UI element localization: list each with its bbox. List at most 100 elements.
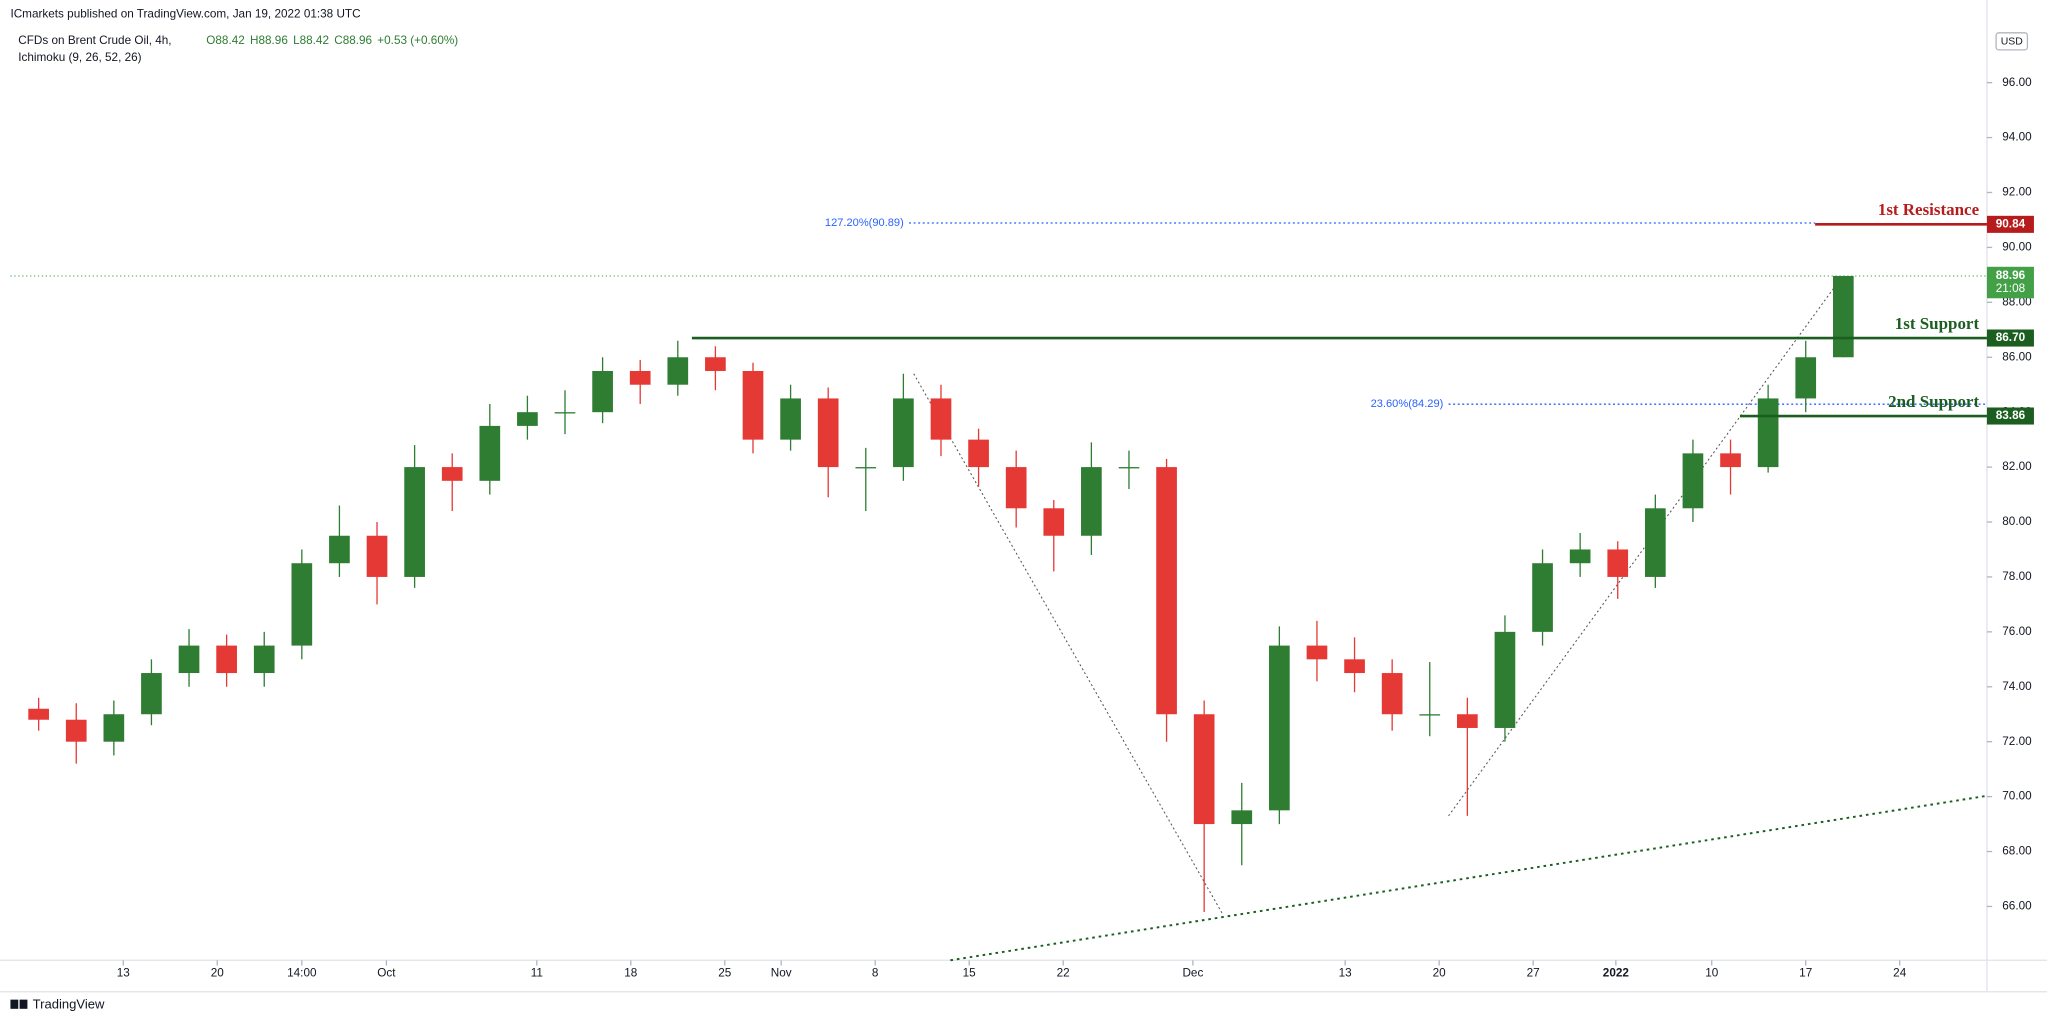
candle-body [1156,467,1177,715]
x-tick-label: 13 [1339,966,1353,979]
candle-body [1344,659,1365,674]
candle-body [855,467,877,469]
y-tick-label: 74.00 [2002,680,2032,693]
y-tick-label: 90.00 [2002,241,2032,254]
candle-body [366,535,388,577]
candle-body [1193,714,1215,825]
price-label: 88.96 [1996,269,2026,282]
y-tick-label: 66.00 [2002,900,2032,913]
candle-body [141,673,162,715]
candle-body [1832,275,1854,358]
price-box [1986,266,2034,299]
candle-body [667,357,689,385]
symbol: CFDs on Brent Crude Oil, 4h, [18,34,171,47]
candle-body [592,370,613,413]
x-tick-label: 24 [1893,966,1907,979]
candle-body [28,708,49,720]
candle-body [554,412,576,414]
candle-body [1269,645,1290,811]
candle-body [1457,714,1478,728]
candle-body [893,398,914,468]
x-tick-label: 14:00 [287,966,317,979]
x-tick-label: 2022 [1603,966,1630,979]
y-tick-label: 68.00 [2002,845,2032,858]
candle-body [103,714,125,742]
candle-body [1081,467,1102,536]
indicator: Ichimoku (9, 26, 52, 26) [18,51,141,64]
ohlc-value: C88.96 [334,34,372,47]
fib-label: 23.60%(84.29) [1371,398,1444,410]
y-tick-label: 96.00 [2002,76,2032,89]
candle-body [705,357,726,371]
x-tick-label: 11 [531,966,543,979]
ohlc-value: L88.42 [293,34,329,47]
y-tick-label: 82.00 [2002,460,2032,473]
trendline [913,373,1224,915]
candle-body [1644,508,1666,577]
ohlc-value: O88.42 [206,34,245,47]
level-name: 2nd Support [1888,392,1979,411]
candle-body [441,467,463,481]
candle-body [1569,549,1591,564]
y-tick-label: 94.00 [2002,131,2032,144]
candle-body [1381,673,1403,715]
candle-body [65,719,87,742]
candle-body [291,563,313,646]
y-tick-label: 70.00 [2002,790,2032,803]
candle-body [1607,549,1629,577]
candle-body [1118,467,1140,469]
x-tick-label: Oct [377,966,396,979]
candle-body [1043,508,1065,536]
y-tick-label: 78.00 [2002,570,2032,583]
x-tick-label: 27 [1527,966,1540,979]
x-tick-label: 17 [1799,966,1812,979]
level-name: 1st Support [1895,314,1980,333]
candle-body [780,398,801,440]
candle-body [1005,467,1027,509]
y-tick-label: 88.00 [2002,295,2032,308]
candle-body [1231,810,1253,825]
candle-body [1682,453,1704,509]
y-tick-label: 72.00 [2002,735,2032,748]
candle-body [216,645,237,674]
y-tick-label: 86.00 [2002,350,2032,363]
x-tick-label: 20 [211,966,225,979]
level-price-box [1986,407,2034,425]
publisher: ICmarkets published on TradingView.com, … [10,8,361,21]
candle-body [817,398,839,468]
logo-mark [19,999,28,1009]
candle-body [517,412,538,426]
x-tick-label: 22 [1057,966,1070,979]
x-tick-label: 20 [1433,966,1447,979]
level-price-label: 90.84 [1996,217,2026,230]
candle-body [1306,645,1328,660]
branding: TradingView [33,996,105,1011]
x-tick-label: 10 [1705,966,1719,979]
candle-body [930,398,952,440]
level-price-label: 86.70 [1996,331,2026,344]
candle-body [742,370,764,440]
x-tick-label: 25 [718,966,732,979]
y-tick-label: 76.00 [2002,625,2032,638]
logo [10,999,28,1009]
x-tick-label: 18 [624,966,638,979]
candle-body [629,370,651,385]
candle-body [1494,631,1516,728]
candle-body [1757,398,1779,468]
x-tick-label: 8 [872,966,879,979]
candle-body [253,645,275,674]
level-price-box [1986,329,2034,347]
x-tick-label: Nov [771,966,792,979]
trendline [950,794,1988,962]
x-tick-label: 13 [117,966,131,979]
candle-body [329,535,350,564]
y-tick-label: 92.00 [2002,186,2032,199]
candle-body [479,425,501,481]
level-name: 1st Resistance [1878,200,1980,219]
x-tick-label: Dec [1182,966,1203,979]
candle-body [1532,563,1553,632]
level-price-box [1986,215,2034,233]
